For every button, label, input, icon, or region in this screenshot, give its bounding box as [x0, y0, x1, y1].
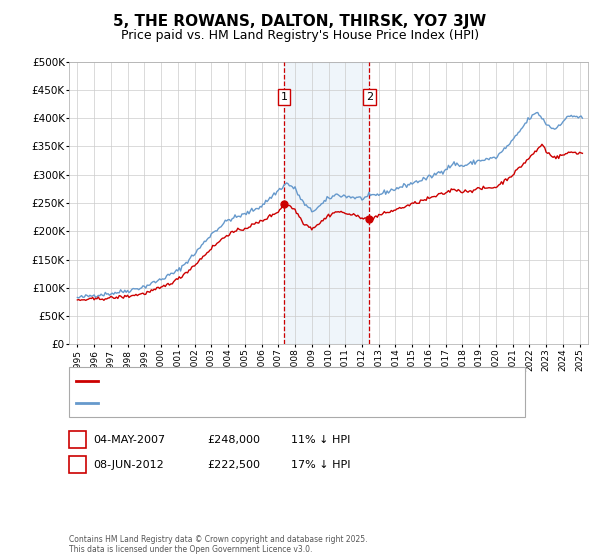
Text: 1: 1 — [280, 92, 287, 102]
Bar — [284, 62, 370, 344]
Text: £248,000: £248,000 — [207, 435, 260, 445]
Text: 1: 1 — [74, 435, 81, 445]
Text: 17% ↓ HPI: 17% ↓ HPI — [291, 460, 350, 470]
Text: 04-MAY-2007: 04-MAY-2007 — [93, 435, 165, 445]
Text: £222,500: £222,500 — [207, 460, 260, 470]
Text: 2: 2 — [74, 460, 81, 470]
Text: 08-JUN-2012: 08-JUN-2012 — [93, 460, 164, 470]
Text: HPI: Average price, detached house, North Yorkshire: HPI: Average price, detached house, Nort… — [101, 398, 374, 408]
Text: 11% ↓ HPI: 11% ↓ HPI — [291, 435, 350, 445]
Text: Price paid vs. HM Land Registry's House Price Index (HPI): Price paid vs. HM Land Registry's House … — [121, 29, 479, 42]
Text: 5, THE ROWANS, DALTON, THIRSK, YO7 3JW: 5, THE ROWANS, DALTON, THIRSK, YO7 3JW — [113, 14, 487, 29]
Text: 2: 2 — [366, 92, 373, 102]
Text: 5, THE ROWANS, DALTON, THIRSK, YO7 3JW (detached house): 5, THE ROWANS, DALTON, THIRSK, YO7 3JW (… — [101, 376, 422, 386]
Text: Contains HM Land Registry data © Crown copyright and database right 2025.
This d: Contains HM Land Registry data © Crown c… — [69, 535, 367, 554]
